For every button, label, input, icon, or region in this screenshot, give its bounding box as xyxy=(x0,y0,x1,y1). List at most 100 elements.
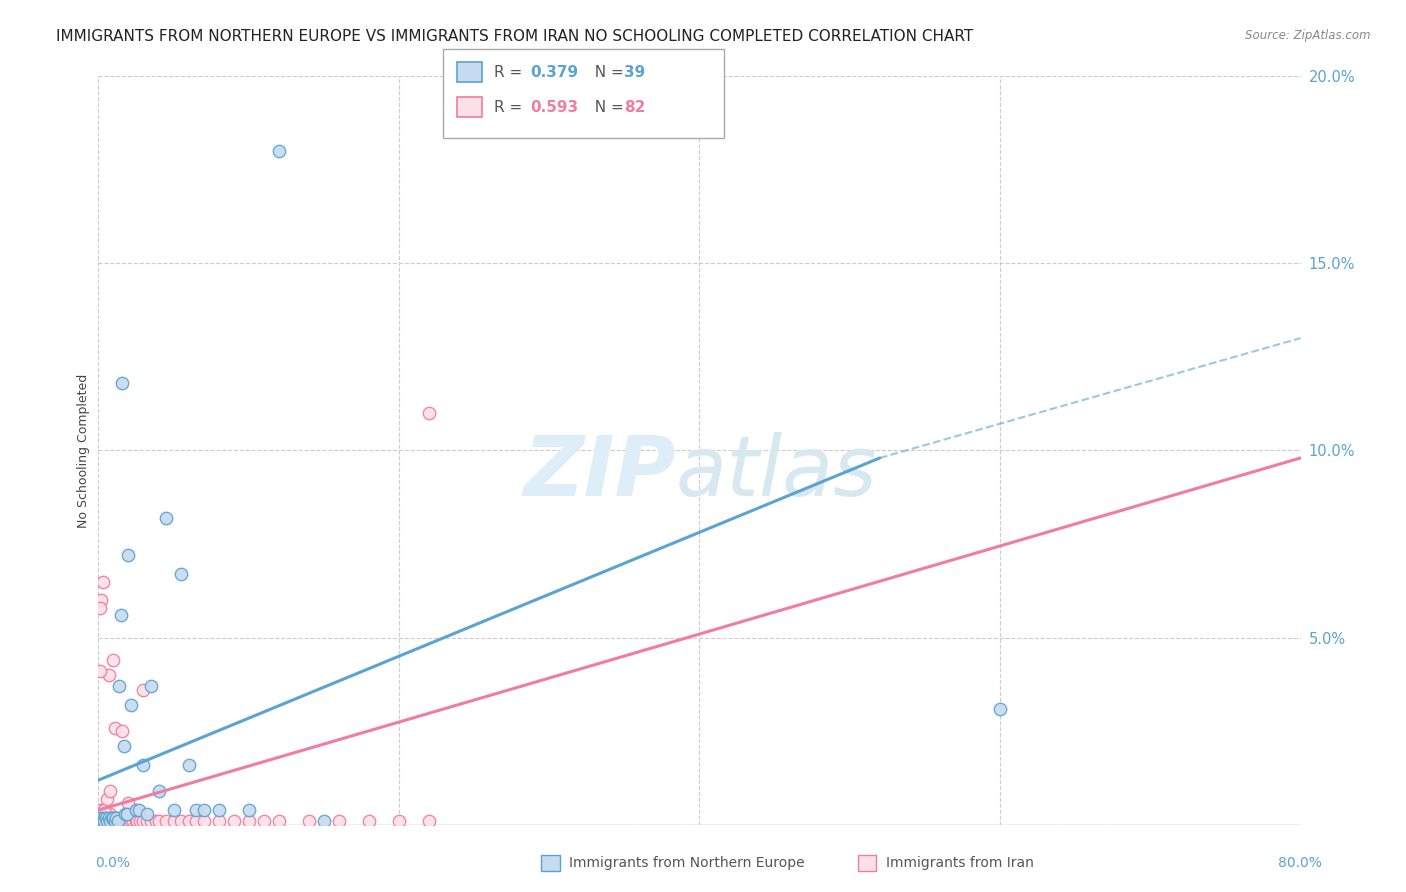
Point xyxy=(208,803,231,817)
Point xyxy=(170,567,193,582)
Text: Immigrants from Iran: Immigrants from Iran xyxy=(886,855,1033,870)
Point xyxy=(115,806,138,821)
Point xyxy=(177,758,200,772)
Point xyxy=(132,758,155,772)
Point xyxy=(89,806,111,821)
Point xyxy=(107,811,129,825)
Point xyxy=(91,574,114,589)
Point xyxy=(357,814,380,829)
Point xyxy=(93,811,115,825)
Point xyxy=(91,806,114,821)
Point xyxy=(121,698,143,713)
Text: 39: 39 xyxy=(624,65,645,79)
Point xyxy=(104,814,127,829)
Point xyxy=(91,814,114,829)
Point xyxy=(101,811,124,825)
Point xyxy=(193,803,215,817)
Point xyxy=(89,803,111,817)
Text: IMMIGRANTS FROM NORTHERN EUROPE VS IMMIGRANTS FROM IRAN NO SCHOOLING COMPLETED C: IMMIGRANTS FROM NORTHERN EUROPE VS IMMIG… xyxy=(56,29,973,44)
Point xyxy=(267,144,290,158)
Point xyxy=(155,814,177,829)
Point xyxy=(114,806,136,821)
Point xyxy=(101,811,124,825)
Point xyxy=(121,814,143,829)
Point xyxy=(100,811,122,825)
Point xyxy=(312,814,335,829)
Point xyxy=(129,814,152,829)
Y-axis label: No Schooling Completed: No Schooling Completed xyxy=(77,374,90,527)
Point xyxy=(93,814,115,829)
Point xyxy=(90,811,112,825)
Text: Immigrants from Northern Europe: Immigrants from Northern Europe xyxy=(569,855,806,870)
Point xyxy=(125,803,148,817)
Point xyxy=(208,814,231,829)
Point xyxy=(135,814,157,829)
Point xyxy=(93,803,115,817)
Text: R =: R = xyxy=(494,100,527,114)
Point xyxy=(90,811,112,825)
Text: N =: N = xyxy=(585,65,628,79)
Text: N =: N = xyxy=(585,100,628,114)
Point xyxy=(96,806,118,821)
Point xyxy=(128,803,150,817)
Point xyxy=(108,680,131,694)
Point xyxy=(184,803,207,817)
Point xyxy=(96,811,118,825)
Point xyxy=(111,814,134,829)
Point xyxy=(117,814,139,829)
Point xyxy=(103,653,125,667)
Point xyxy=(97,668,120,682)
Point xyxy=(148,814,170,829)
Point xyxy=(114,814,136,829)
Point xyxy=(267,814,290,829)
Point xyxy=(105,814,128,829)
Point xyxy=(110,811,132,825)
Point xyxy=(94,811,117,825)
Point xyxy=(112,739,135,754)
Text: 80.0%: 80.0% xyxy=(1278,855,1322,870)
Point xyxy=(238,814,260,829)
Point xyxy=(100,806,122,821)
Point xyxy=(91,814,114,829)
Point xyxy=(108,814,131,829)
Point xyxy=(91,811,114,825)
Point xyxy=(135,806,157,821)
Point xyxy=(328,814,350,829)
Point xyxy=(132,814,155,829)
Point xyxy=(139,680,162,694)
Point xyxy=(122,814,145,829)
Point xyxy=(103,811,125,825)
Point xyxy=(100,814,122,829)
Point xyxy=(93,803,115,817)
Point xyxy=(93,806,115,821)
Point xyxy=(110,814,132,829)
Point xyxy=(89,600,111,615)
Point xyxy=(89,665,111,679)
Text: 82: 82 xyxy=(624,100,645,114)
Point xyxy=(298,814,321,829)
Point xyxy=(89,811,111,825)
Point xyxy=(988,702,1011,716)
Point xyxy=(117,549,139,563)
Point xyxy=(97,811,120,825)
Point xyxy=(105,811,128,825)
Point xyxy=(115,814,138,829)
Point xyxy=(238,803,260,817)
Point xyxy=(89,814,111,829)
Point xyxy=(418,814,440,829)
Point xyxy=(117,796,139,810)
Point xyxy=(90,814,112,829)
Point xyxy=(96,792,118,806)
Point xyxy=(132,683,155,698)
Point xyxy=(170,814,193,829)
Point xyxy=(111,376,134,390)
Point xyxy=(89,814,111,829)
Point xyxy=(418,406,440,420)
Point xyxy=(162,814,184,829)
Point xyxy=(97,814,120,829)
Point xyxy=(184,814,207,829)
Point xyxy=(100,814,122,829)
Text: R =: R = xyxy=(494,65,527,79)
Point xyxy=(125,814,148,829)
Point xyxy=(94,814,117,829)
